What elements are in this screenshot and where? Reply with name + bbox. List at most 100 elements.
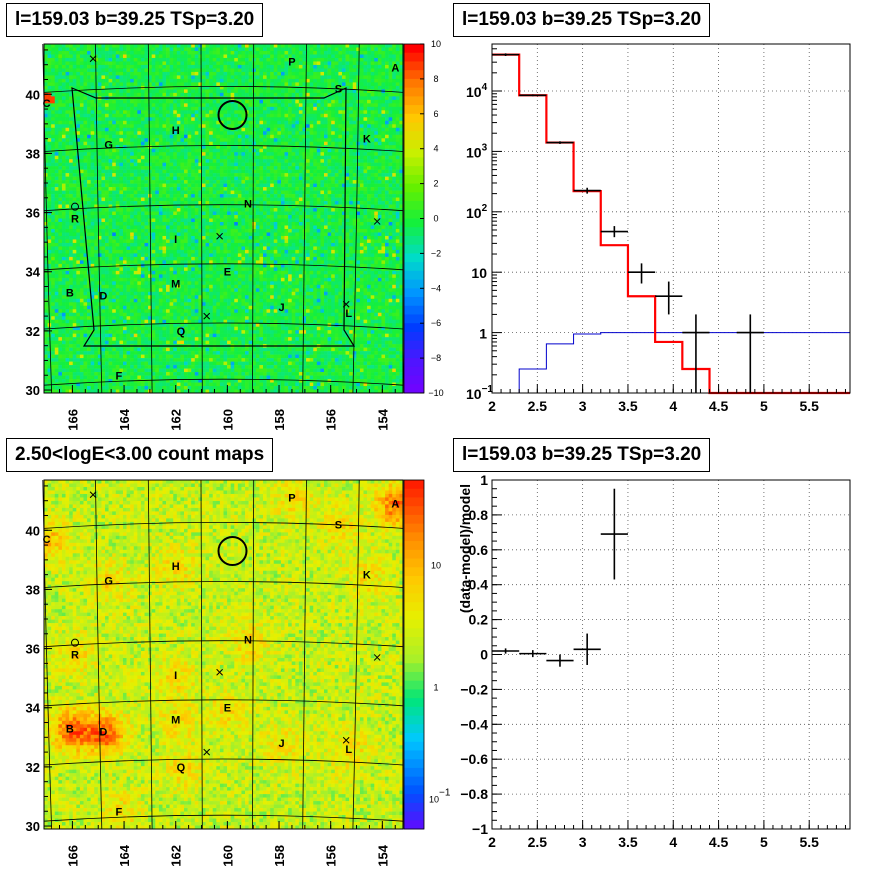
residual-map-source-label-F: F xyxy=(116,370,123,382)
count-map-source-cross xyxy=(203,748,211,756)
residual-map-source-label-G: G xyxy=(104,140,113,152)
ratio-ylabel: (data-model)/model xyxy=(457,484,473,613)
residual-map-colorbar-label: −6 xyxy=(431,318,441,328)
count-map-colorbar xyxy=(403,479,425,830)
count-map-xtick-label: 154 xyxy=(375,844,390,866)
residual-map-source-label-R: R xyxy=(71,214,79,226)
ratio-xtick-label: 2 xyxy=(488,834,496,850)
residual-map-source-label-I: I xyxy=(174,234,177,246)
residual-map-frame xyxy=(43,43,404,394)
ratio-ytick-label: 0.4 xyxy=(469,577,489,593)
count-map-source-label-A: A xyxy=(391,499,399,511)
ratio-xtick-label: 5.5 xyxy=(799,834,819,850)
residual-map-colorbar-label: 2 xyxy=(433,179,438,189)
spectrum-data-point xyxy=(546,141,574,144)
residual-map-ytick-label: 38 xyxy=(26,146,40,161)
count-map-ytick-label: 34 xyxy=(26,701,41,716)
residual-map-source-label-P: P xyxy=(288,57,295,69)
spectrum-ytick-label: 102 xyxy=(466,203,488,221)
spectrum-ytick-label: 10 xyxy=(471,265,487,281)
residual-map-ytick-label: 32 xyxy=(26,324,40,339)
residual-map-source-label-C: C xyxy=(43,98,51,110)
count-map-coordinate-grid xyxy=(42,479,413,830)
residual-map-source-label-B: B xyxy=(66,287,74,299)
ratio-xtick-label: 2.5 xyxy=(528,834,548,850)
spectrum-xtick-label: 5.5 xyxy=(799,398,819,414)
residual-map-ytick-label: 40 xyxy=(26,87,40,102)
residual-map-source-cross xyxy=(342,300,350,308)
ratio-ytick-label: −0.6 xyxy=(460,751,488,767)
count-map-target-circle xyxy=(217,536,248,566)
spectrum-data-point xyxy=(736,314,764,393)
ratio-xtick-label: 5 xyxy=(760,834,768,850)
spectrum-xtick-label: 2 xyxy=(488,398,496,414)
ratio-ytick-label: 0.2 xyxy=(469,612,489,628)
count-map-source-cross xyxy=(342,736,350,744)
ratio-data-point xyxy=(492,648,520,654)
count-map-source-label-E: E xyxy=(224,703,231,715)
spectrum-data-point xyxy=(627,263,656,284)
residual-map-source-label-A: A xyxy=(391,63,399,75)
count-map-colorbar-label: 1 xyxy=(433,683,438,693)
residual-map-source-cross xyxy=(89,55,97,63)
residual-map-ytick-label: 34 xyxy=(26,265,41,280)
count-map-colorbar-label: 10−1 xyxy=(429,787,451,804)
count-map-source-label-D: D xyxy=(99,726,107,738)
ratio-xtick-label: 3.5 xyxy=(618,834,638,850)
ratio-xtick-label: 4 xyxy=(669,834,677,850)
title-bottom-right: l=159.03 b=39.25 TSp=3.20 xyxy=(453,438,711,472)
residual-map-colorbar-label: 10 xyxy=(431,39,441,49)
spectrum-ytick-label: 103 xyxy=(466,142,488,160)
count-map-source-label-I: I xyxy=(174,670,177,682)
ratio-ytick-label: 0.6 xyxy=(469,542,489,558)
count-map-frame xyxy=(43,479,404,830)
residual-map-colorbar-label: −4 xyxy=(431,283,441,293)
total-model-line xyxy=(492,53,850,395)
title-top-right: l=159.03 b=39.25 TSp=3.20 xyxy=(453,3,711,37)
count-map-ytick-label: 36 xyxy=(26,642,40,657)
spectrum-ytick-label: 10−1 xyxy=(466,384,493,402)
spectrum-xtick-label: 4.5 xyxy=(709,398,729,414)
count-map-xtick-label: 156 xyxy=(324,845,339,867)
residual-map-source-label-L: L xyxy=(345,308,352,320)
count-map-xtick-label: 162 xyxy=(169,845,184,867)
residual-map-colorbar-label: 8 xyxy=(433,74,438,84)
count-map-source-label-N: N xyxy=(244,635,252,647)
count-map-source-label-S: S xyxy=(335,519,342,531)
spectrum-data-point xyxy=(519,94,547,97)
ratio-data-point xyxy=(519,650,547,658)
residual-map-xtick-label: 156 xyxy=(324,409,339,431)
residual-map-colorbar-label: −10 xyxy=(428,388,443,398)
spectrum-frame xyxy=(491,43,851,394)
count-map-xtick-label: 164 xyxy=(117,844,132,866)
residual-map-source-label-K: K xyxy=(363,134,371,146)
residual-map-source-cross xyxy=(203,312,211,320)
spectrum-xtick-label: 3.5 xyxy=(618,398,638,414)
count-map-source-label-C: C xyxy=(43,534,51,546)
spectrum-ytick-label: 1 xyxy=(479,326,487,342)
count-map-source-label-G: G xyxy=(104,576,113,588)
ratio-data-point xyxy=(600,488,628,580)
ratio-xtick-label: 3 xyxy=(579,834,587,850)
residual-map-source-label-D: D xyxy=(99,290,107,302)
count-map-ytick-label: 38 xyxy=(26,582,40,597)
residual-map-source-label-E: E xyxy=(224,267,231,279)
residual-map-ytick-label: 36 xyxy=(26,206,40,221)
residual-map-source-cross xyxy=(373,218,381,225)
title-bottom-left: 2.50<logE<3.00 count maps xyxy=(6,438,274,472)
residual-map-source-label-S: S xyxy=(335,83,342,95)
ratio-ytick-label: −1 xyxy=(472,821,488,837)
residual-map-source-label-Q: Q xyxy=(177,326,186,338)
ratio-data-point xyxy=(546,654,574,667)
count-map-source-cross xyxy=(373,654,381,661)
residual-map-source-label-N: N xyxy=(244,199,252,211)
residual-map-source-label-H: H xyxy=(172,125,180,137)
count-map-ytick-label: 40 xyxy=(26,523,40,538)
residual-map-source-label-J: J xyxy=(279,302,285,314)
count-map-source-label-H: H xyxy=(172,561,180,573)
residual-map-colorbar-label: 0 xyxy=(433,214,438,224)
count-map-xtick-label: 158 xyxy=(272,845,287,867)
spectrum-data-point xyxy=(600,226,628,238)
count-map-ytick-label: 32 xyxy=(26,760,40,775)
count-map-source-label-M: M xyxy=(171,715,180,727)
